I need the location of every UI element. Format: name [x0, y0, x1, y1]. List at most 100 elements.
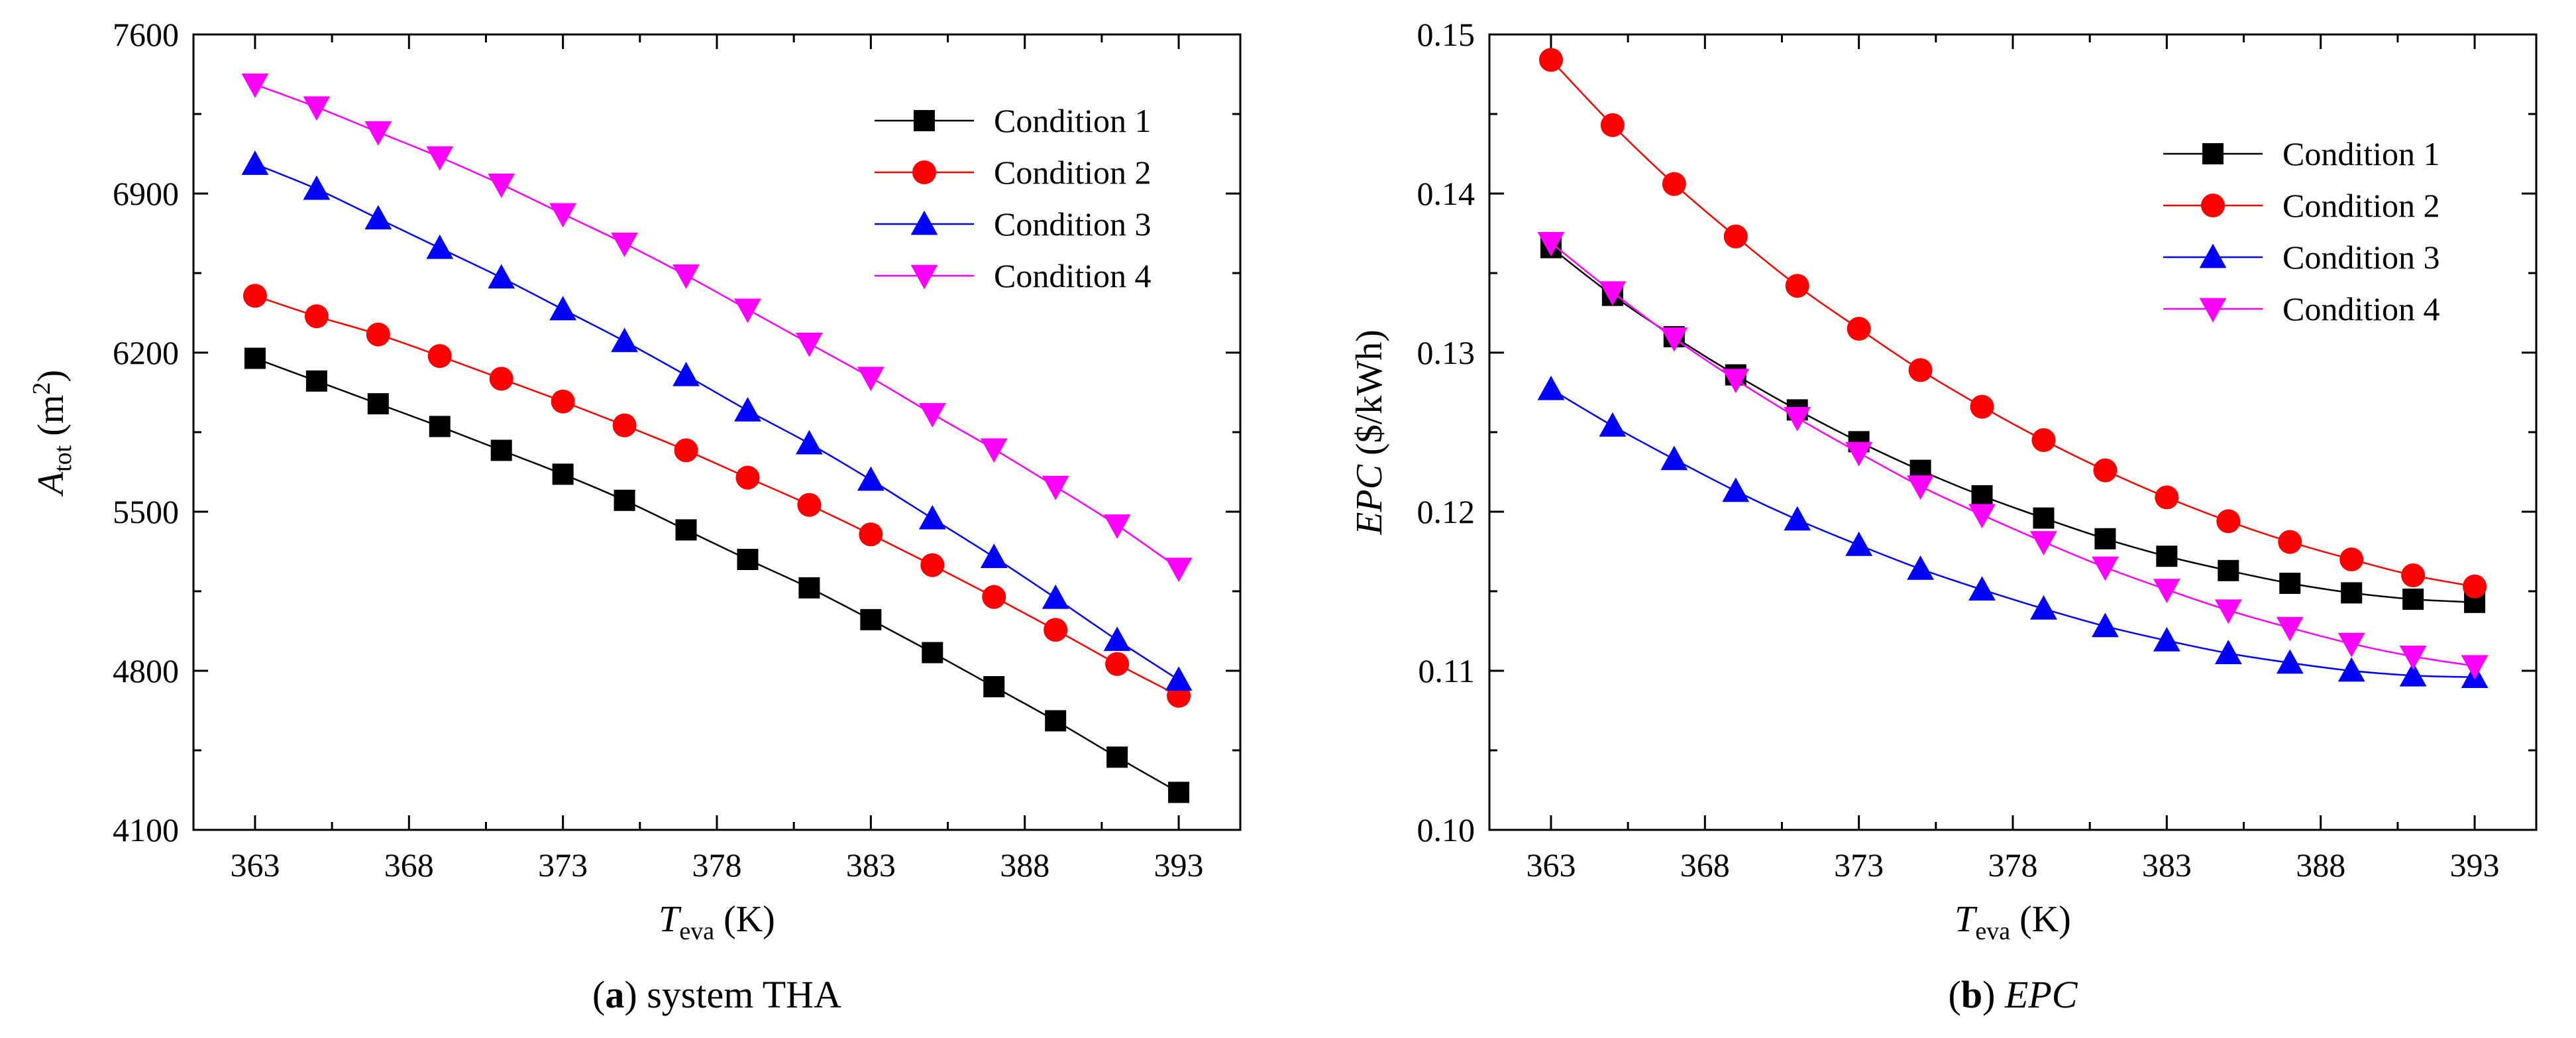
series-condition-4: [1537, 232, 2489, 680]
data-point: [241, 74, 269, 98]
data-point: [1723, 224, 1748, 249]
caption-text: EPC: [2004, 973, 2078, 1016]
data-point: [2276, 649, 2304, 674]
data-point: [674, 438, 698, 463]
data-point: [1722, 477, 1750, 502]
legend: Condition 1 Condition 2 Condition 3 Conditi…: [875, 102, 1152, 294]
data-point: [489, 367, 513, 391]
data-point: [611, 233, 638, 257]
x-axis-label-main: T: [1955, 899, 1978, 940]
y-axis-label-unit: ($/kWh): [1349, 329, 1390, 465]
data-point: [2399, 662, 2427, 687]
y-tick-label: 4800: [113, 652, 179, 689]
x-tick-label: 378: [1988, 846, 2038, 884]
panel-caption: (a) system THA: [592, 973, 841, 1016]
data-point: [1103, 626, 1131, 652]
data-point: [2401, 563, 2426, 587]
y-tick-label: 4100: [113, 811, 179, 848]
data-point: [367, 393, 389, 415]
data-point: [675, 519, 697, 541]
data-point: [1845, 532, 1873, 556]
data-point: [1968, 504, 1996, 529]
legend-label: Condition 3: [2282, 239, 2440, 276]
caption-open: (: [592, 973, 605, 1016]
data-point: [983, 676, 1005, 697]
data-point: [429, 416, 451, 437]
y-tick-label: 0.14: [1417, 175, 1476, 212]
data-point: [1970, 394, 1994, 419]
data-point: [1784, 506, 1811, 531]
x-tick-label: 388: [2296, 846, 2345, 884]
y-axis-label-sub: tot: [49, 445, 77, 472]
data-point: [611, 327, 638, 353]
caption-close: ): [1982, 973, 2005, 1016]
data-point: [2337, 657, 2365, 682]
data-point: [1847, 317, 1871, 341]
x-axis-label-sub: eva: [679, 917, 714, 945]
data-point: [672, 361, 700, 386]
data-point: [2216, 509, 2241, 534]
data-point: [2156, 546, 2178, 567]
data-point: [980, 544, 1008, 568]
data-point: [1907, 475, 1934, 500]
y-tick-label: 0.11: [1418, 652, 1475, 689]
data-point: [2402, 589, 2424, 610]
data-point: [552, 463, 574, 485]
data-point: [549, 203, 577, 228]
series-line: [254, 295, 1179, 697]
data-point: [490, 439, 512, 461]
y-axis-label: EPC ($/kWh): [1349, 329, 1390, 535]
data-point: [1784, 407, 1811, 432]
x-tick-label: 393: [2450, 846, 2500, 884]
data-point: [2030, 531, 2057, 555]
data-point: [1660, 445, 1688, 471]
caption-letter: b: [1961, 973, 1982, 1016]
data-point: [796, 430, 823, 455]
x-axis-label: Teva (K): [659, 899, 775, 945]
data-point: [2463, 574, 2487, 599]
data-point: [303, 96, 331, 121]
data-point: [860, 608, 882, 630]
y-axis-label-sup: 2: [28, 382, 56, 395]
data-point: [1971, 485, 1993, 506]
data-point: [1845, 441, 1873, 467]
y-axis-label: Atot (m2): [28, 370, 77, 497]
data-point: [2033, 507, 2055, 529]
data-point: [303, 175, 331, 200]
x-tick-label: 388: [1000, 846, 1049, 884]
series-condition-1: [244, 347, 1190, 803]
data-point: [918, 504, 946, 530]
data-point: [734, 397, 761, 422]
data-point: [1785, 274, 1809, 298]
data-point: [857, 466, 885, 491]
series-line: [1550, 242, 2475, 667]
legend-marker: [914, 110, 935, 131]
x-axis-label: Teva (K): [1955, 899, 2071, 945]
y-axis-label-main: A: [30, 471, 72, 497]
data-point: [549, 296, 577, 321]
data-point: [612, 413, 637, 437]
data-point: [735, 465, 760, 490]
data-point: [2031, 428, 2056, 452]
data-point: [2153, 627, 2180, 652]
data-point: [982, 585, 1006, 609]
x-axis-label-main: T: [659, 899, 682, 940]
data-point: [798, 577, 820, 599]
data-point: [426, 234, 454, 259]
x-tick-label: 368: [1680, 846, 1730, 884]
data-point: [488, 264, 515, 289]
x-tick-label: 363: [230, 846, 280, 884]
data-point: [1908, 358, 1933, 382]
data-point: [1168, 781, 1190, 803]
data-point: [1537, 375, 1565, 400]
data-point: [1662, 172, 1686, 196]
data-point: [1103, 514, 1131, 539]
data-point: [1600, 113, 1625, 137]
x-tick-label: 373: [538, 846, 588, 884]
data-point: [2461, 655, 2489, 680]
y-tick-label: 0.13: [1417, 334, 1476, 371]
data-point: [2093, 458, 2118, 483]
data-point: [918, 403, 946, 428]
data-point: [797, 492, 822, 517]
